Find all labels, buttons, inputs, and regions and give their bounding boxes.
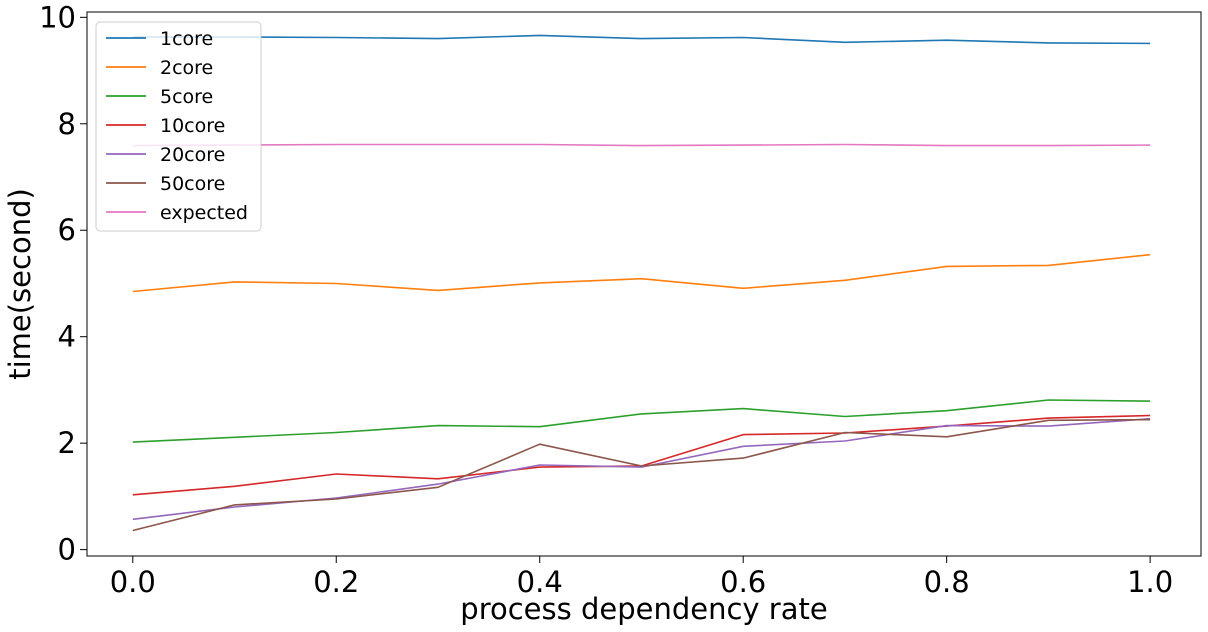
series-line-50core xyxy=(132,418,1151,532)
x-axis: 0.0 0.2 0.4 0.6 0.8 1.0 xyxy=(110,556,1173,599)
y-tick-label: 6 xyxy=(58,213,76,247)
y-axis-label: time(second) xyxy=(3,188,37,380)
y-axis: 0 2 4 6 8 10 xyxy=(39,0,87,567)
legend-label: 5core xyxy=(160,86,213,108)
legend-label: 50core xyxy=(160,173,225,195)
x-tick-label: 0.2 xyxy=(313,565,359,599)
legend: 1core 2core 5core 10core 20core 50core expecte… xyxy=(95,21,262,232)
series-lines xyxy=(132,34,1151,532)
y-tick-label: 2 xyxy=(58,426,76,460)
x-tick-label: 0.4 xyxy=(517,565,563,599)
x-tick-label: 1.0 xyxy=(1127,565,1173,599)
legend-label: expected xyxy=(160,202,248,224)
legend-label: 1core xyxy=(160,28,213,50)
x-tick-label: 0.0 xyxy=(110,565,156,599)
legend-label: 2core xyxy=(160,57,213,79)
y-tick-label: 0 xyxy=(58,533,76,567)
y-tick-label: 8 xyxy=(58,107,76,141)
x-tick-label: 0.8 xyxy=(924,565,970,599)
y-tick-label: 10 xyxy=(39,0,76,34)
series-line-1core xyxy=(132,34,1151,45)
series-line-expected xyxy=(132,143,1151,147)
x-axis-label: process dependency rate xyxy=(460,592,827,626)
series-line-5core xyxy=(132,399,1151,443)
legend-label: 10core xyxy=(160,115,225,137)
legend-label: 20core xyxy=(160,144,225,166)
y-tick-label: 4 xyxy=(58,320,76,354)
legend-frame xyxy=(95,21,262,232)
series-line-2core xyxy=(132,253,1151,293)
x-tick-label: 0.6 xyxy=(720,565,766,599)
